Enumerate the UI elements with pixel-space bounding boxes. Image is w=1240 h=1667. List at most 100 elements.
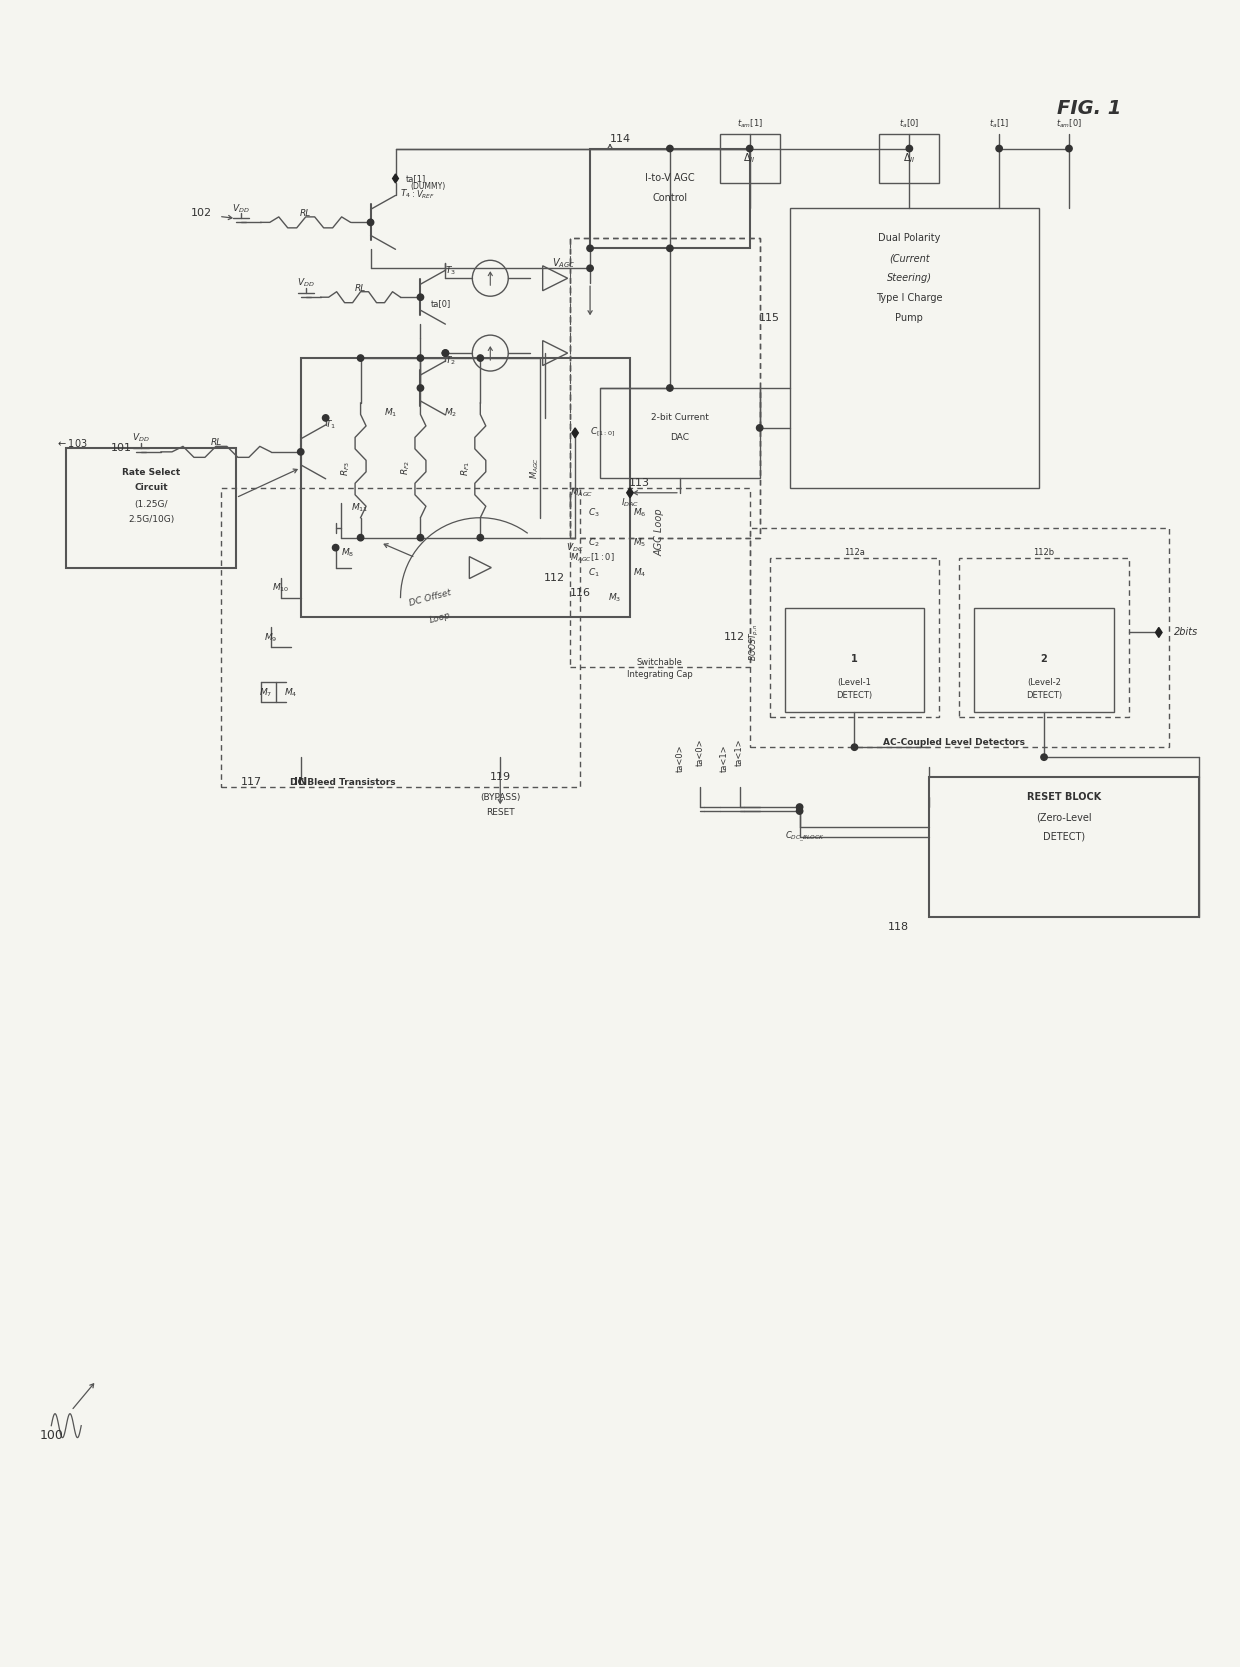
Text: $BOOST_{p,n}$: $BOOST_{p,n}$ [748,623,761,662]
Polygon shape [393,173,398,183]
Circle shape [417,293,424,300]
Text: Rate Select: Rate Select [122,468,180,477]
Text: $C_2$: $C_2$ [588,537,600,548]
Text: Steering): Steering) [887,273,931,283]
Text: $\Delta_{II}$: $\Delta_{II}$ [744,152,756,165]
Text: 112: 112 [724,632,745,642]
Text: Loop: Loop [429,610,453,625]
Text: ta[1]: ta[1] [405,173,425,183]
Text: (1.25G/: (1.25G/ [134,500,167,508]
Text: $M_3$: $M_3$ [609,592,621,603]
Circle shape [367,218,373,225]
Polygon shape [1156,627,1162,637]
Text: (BYPASS): (BYPASS) [480,792,521,802]
Text: FIG. 1: FIG. 1 [1056,98,1121,118]
Polygon shape [572,428,578,438]
Text: $C_1$: $C_1$ [588,567,600,578]
Text: 115: 115 [759,313,780,323]
Text: Switchable: Switchable [637,658,683,667]
Text: 114: 114 [609,133,631,143]
Text: AC-Coupled Level Detectors: AC-Coupled Level Detectors [883,738,1025,747]
Circle shape [443,350,449,357]
Circle shape [477,355,484,362]
Bar [301,358,630,617]
Text: RESET: RESET [486,807,515,817]
Text: RL: RL [211,438,222,447]
Text: $t_a[1]$: $t_a[1]$ [990,117,1009,130]
Bar [66,448,236,567]
Circle shape [477,535,484,540]
Text: IN: IN [294,777,308,787]
Circle shape [796,803,802,810]
Text: $R_{F1}$: $R_{F1}$ [459,460,471,475]
Text: RL: RL [355,283,366,293]
Circle shape [443,350,449,357]
Text: $V_{DD}$: $V_{DD}$ [232,202,249,215]
Bar [590,148,750,248]
Text: (Level-2: (Level-2 [1027,678,1061,687]
Bar [570,488,750,667]
Text: Circuit: Circuit [134,483,167,492]
Circle shape [417,355,424,362]
Text: $M_5$: $M_5$ [634,537,646,548]
Text: 113: 113 [629,478,650,488]
Text: $I_{DAC}$: $I_{DAC}$ [621,497,639,508]
Text: $C_{[1:0]}$: $C_{[1:0]}$ [590,427,615,440]
Text: 112a: 112a [844,548,866,557]
Text: Pump: Pump [895,313,924,323]
Text: 117: 117 [241,777,262,787]
Text: $M_{11}$: $M_{11}$ [351,502,368,513]
Bar [960,558,1128,717]
Bar [600,388,760,478]
Polygon shape [626,488,634,498]
Text: ta<0>: ta<0> [676,745,684,772]
Text: $V_{DD}$: $V_{DD}$ [133,432,150,443]
Text: (Zero-Level: (Zero-Level [1037,812,1091,822]
Circle shape [417,535,424,540]
Text: $M_9$: $M_9$ [264,632,278,643]
Text: DETECT): DETECT) [1043,832,1085,842]
Circle shape [1040,753,1048,760]
Text: $t_{am}[0]$: $t_{am}[0]$ [1056,117,1083,130]
Text: $M_7$: $M_7$ [259,687,273,698]
Text: $M_{AGC}[1:0]$: $M_{AGC}[1:0]$ [570,552,615,563]
Circle shape [357,355,363,362]
Text: ta[0]: ta[0] [430,298,450,308]
Circle shape [746,145,753,152]
Text: RESET BLOCK: RESET BLOCK [1027,792,1101,802]
Bar [570,238,760,538]
Text: Type I Charge: Type I Charge [877,293,942,303]
Bar [785,607,924,712]
Text: 101: 101 [110,443,131,453]
Bar [221,488,580,787]
Text: $M_4$: $M_4$ [634,567,646,578]
Circle shape [357,535,363,540]
Circle shape [667,145,673,152]
Text: 2.5G/10G): 2.5G/10G) [128,515,174,523]
Bar [790,208,1039,488]
Text: 2-bit Current: 2-bit Current [651,413,709,422]
Text: $M_1$: $M_1$ [384,407,397,418]
Text: $T_4$: $T_4$ [401,187,410,200]
Text: $T_2$: $T_2$ [445,355,456,367]
Text: DAC: DAC [671,433,689,442]
Text: Control: Control [652,193,687,203]
Text: $M_6$: $M_6$ [634,507,647,518]
Circle shape [298,448,304,455]
Text: I-to-V AGC: I-to-V AGC [645,173,694,183]
Text: DC Offset: DC Offset [408,587,453,607]
Text: 116: 116 [570,587,591,597]
Text: 112b: 112b [1033,548,1054,557]
Text: 119: 119 [490,772,511,782]
Text: 1: 1 [851,655,858,665]
Text: ta<0>: ta<0> [696,738,704,767]
Text: $M_8$: $M_8$ [341,547,353,558]
Text: $R_{F2}$: $R_{F2}$ [399,460,412,475]
Text: RL: RL [300,208,311,218]
Circle shape [322,415,329,422]
Bar [770,558,939,717]
Text: $T_1$: $T_1$ [325,418,336,432]
Circle shape [1066,145,1073,152]
Circle shape [796,808,802,813]
Text: 2bits: 2bits [1174,627,1198,637]
